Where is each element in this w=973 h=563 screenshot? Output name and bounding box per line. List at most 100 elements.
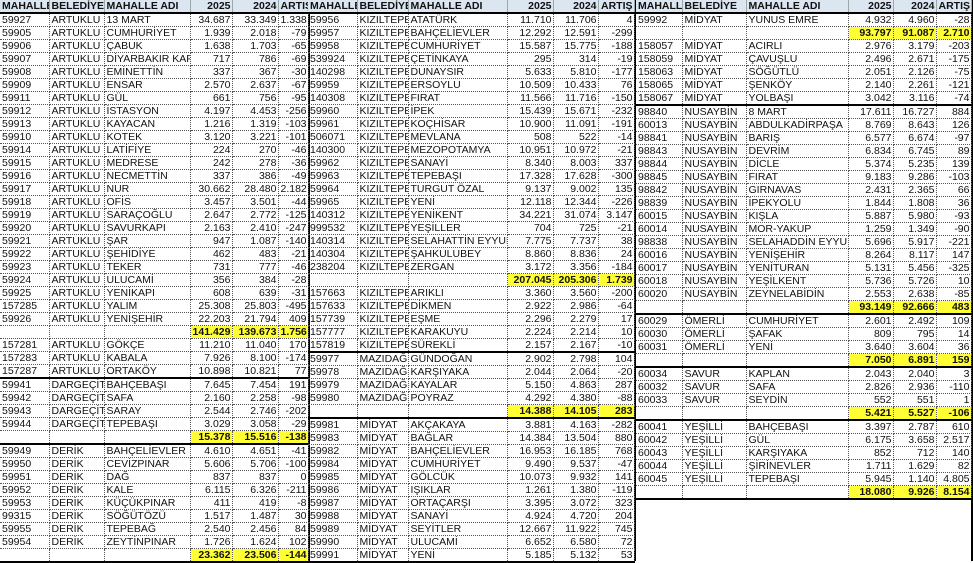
- cell-pop-2024[interactable]: 786: [232, 52, 279, 66]
- cell-mahalle-code[interactable]: 60034: [636, 367, 683, 381]
- cell-mahalle-adi[interactable]: YEŞİLLER: [408, 221, 508, 235]
- cell-belediye[interactable]: ARTUKLU: [49, 91, 105, 105]
- cell-belediye[interactable]: MİDYAT: [357, 483, 409, 497]
- cell-pop-2024[interactable]: 4.960: [893, 13, 937, 27]
- cell-artis[interactable]: -21: [278, 247, 309, 261]
- column-header-mahalle-adi[interactable]: MAHALLE ADI: [746, 0, 849, 14]
- cell-mahalle-code[interactable]: 59917: [0, 182, 50, 196]
- cell-belediye[interactable]: ARTUKLU: [49, 26, 105, 40]
- cell-belediye[interactable]: DERİK: [49, 522, 105, 536]
- cell-pop-2025[interactable]: 23.362: [190, 548, 233, 563]
- cell-pop-2025[interactable]: 12.118: [507, 195, 554, 209]
- cell-artis[interactable]: -10: [598, 338, 635, 353]
- cell-pop-2025[interactable]: 2.902: [507, 352, 554, 366]
- cell-pop-2024[interactable]: 1.380: [553, 483, 599, 497]
- cell-mahalle-adi[interactable]: SAFA: [104, 391, 191, 405]
- cell-mahalle-adi[interactable]: [746, 353, 849, 368]
- cell-artis[interactable]: -41: [278, 444, 309, 458]
- cell-artis[interactable]: 610: [936, 420, 972, 434]
- cell-belediye[interactable]: MİDYAT: [357, 522, 409, 536]
- cell-pop-2024[interactable]: 11.040: [232, 338, 279, 352]
- cell-belediye[interactable]: NUSAYBİN: [682, 196, 747, 210]
- cell-mahalle-adi[interactable]: KIŞLA: [746, 209, 849, 223]
- cell-mahalle-adi[interactable]: 8 MART: [746, 105, 849, 119]
- cell-pop-2025[interactable]: 7.050: [848, 353, 894, 368]
- cell-belediye[interactable]: ARTUKLU: [49, 286, 105, 300]
- cell-pop-2024[interactable]: 2.214: [553, 325, 599, 339]
- cell-belediye[interactable]: YEŞİLLİ: [682, 433, 747, 447]
- cell-mahalle-code[interactable]: 59983: [308, 431, 358, 445]
- cell-mahalle-code[interactable]: [0, 325, 50, 339]
- cell-pop-2024[interactable]: 2.126: [893, 65, 937, 79]
- cell-pop-2024[interactable]: 2.456: [232, 522, 279, 536]
- cell-artis[interactable]: -8: [278, 496, 309, 510]
- cell-pop-2025[interactable]: 11.210: [190, 338, 233, 352]
- cell-pop-2024[interactable]: 5.917: [893, 235, 937, 249]
- column-header-belediye[interactable]: BELEDİYE: [357, 0, 409, 14]
- cell-artis[interactable]: 24: [598, 247, 635, 261]
- cell-mahalle-code[interactable]: 59911: [0, 91, 50, 105]
- cell-mahalle-adi[interactable]: AKÇAKAYA: [408, 418, 508, 432]
- cell-belediye[interactable]: NUSAYBİN: [682, 105, 747, 119]
- cell-pop-2025[interactable]: 2.224: [507, 325, 554, 339]
- cell-pop-2025[interactable]: 3.029: [190, 417, 233, 431]
- cell-belediye[interactable]: SAVUR: [682, 367, 747, 381]
- cell-pop-2025[interactable]: 6.652: [507, 535, 554, 549]
- cell-pop-2024[interactable]: 6.891: [893, 353, 937, 368]
- cell-mahalle-adi[interactable]: MOR-YAKUP: [746, 222, 849, 236]
- cell-pop-2025[interactable]: 2.140: [848, 78, 894, 92]
- cell-pop-2024[interactable]: 23.506: [232, 548, 279, 563]
- cell-artis[interactable]: -100: [278, 457, 309, 471]
- cell-artis[interactable]: -174: [278, 351, 309, 365]
- cell-mahalle-code[interactable]: 60045: [636, 472, 683, 486]
- cell-pop-2024[interactable]: 11.922: [553, 522, 599, 536]
- cell-pop-2024[interactable]: 777: [232, 260, 279, 274]
- cell-pop-2025[interactable]: 10.509: [507, 78, 554, 92]
- cell-mahalle-adi[interactable]: ABDULKADİRPAŞA: [746, 118, 849, 132]
- cell-mahalle-adi[interactable]: SANAYİ: [408, 509, 508, 523]
- cell-pop-2024[interactable]: 3.072: [553, 496, 599, 510]
- cell-belediye[interactable]: [357, 404, 409, 419]
- cell-artis[interactable]: 2.182: [278, 182, 309, 196]
- cell-mahalle-code[interactable]: 158059: [636, 52, 683, 66]
- cell-pop-2024[interactable]: 12.591: [553, 26, 599, 40]
- cell-mahalle-adi[interactable]: ÇAVUŞLU: [746, 52, 849, 66]
- cell-pop-2025[interactable]: 5.421: [848, 406, 894, 421]
- cell-mahalle-code[interactable]: 99315: [0, 509, 50, 523]
- cell-pop-2024[interactable]: 1.487: [232, 509, 279, 523]
- cell-mahalle-code[interactable]: 60015: [636, 209, 683, 223]
- cell-belediye[interactable]: DARGEÇİT: [49, 378, 105, 392]
- cell-mahalle-code[interactable]: 59915: [0, 156, 50, 170]
- cell-mahalle-code[interactable]: 59949: [0, 444, 50, 458]
- cell-pop-2025[interactable]: 93.149: [848, 300, 894, 315]
- cell-mahalle-adi[interactable]: ŞAFAK: [746, 327, 849, 341]
- cell-pop-2024[interactable]: 8.003: [553, 156, 599, 170]
- cell-mahalle-code[interactable]: 98842: [636, 183, 683, 197]
- cell-mahalle-code[interactable]: 59926: [0, 312, 50, 326]
- cell-pop-2024[interactable]: 2.365: [893, 183, 937, 197]
- cell-mahalle-code[interactable]: 59986: [308, 483, 358, 497]
- cell-belediye[interactable]: KIZILTEPE: [357, 117, 409, 131]
- cell-pop-2024[interactable]: 11.716: [553, 91, 599, 105]
- cell-belediye[interactable]: KIZILTEPE: [357, 221, 409, 235]
- cell-pop-2024[interactable]: 91.087: [893, 26, 937, 40]
- cell-belediye[interactable]: MAZIDAĞI: [357, 352, 409, 366]
- cell-mahalle-code[interactable]: 59920: [0, 221, 50, 235]
- cell-belediye[interactable]: KIZILTEPE: [357, 130, 409, 144]
- cell-mahalle-adi[interactable]: OFİS: [104, 195, 191, 209]
- cell-pop-2024[interactable]: 21.794: [232, 312, 279, 326]
- cell-mahalle-adi[interactable]: TEPEBAĞ: [104, 522, 191, 536]
- cell-pop-2024[interactable]: 1.087: [232, 234, 279, 248]
- cell-belediye[interactable]: DERİK: [49, 535, 105, 549]
- cell-pop-2024[interactable]: 10.972: [553, 143, 599, 157]
- cell-mahalle-code[interactable]: 157633: [308, 299, 358, 313]
- cell-belediye[interactable]: SAVUR: [682, 380, 747, 394]
- cell-belediye[interactable]: [49, 430, 105, 445]
- cell-pop-2024[interactable]: 9.002: [553, 182, 599, 196]
- cell-mahalle-code[interactable]: 59989: [308, 522, 358, 536]
- cell-belediye[interactable]: ARTUKLU: [49, 169, 105, 183]
- column-header-pop-2025[interactable]: 2025: [507, 0, 554, 14]
- cell-belediye[interactable]: KIZILTEPE: [357, 325, 409, 339]
- cell-pop-2025[interactable]: 731: [190, 260, 233, 274]
- cell-belediye[interactable]: NUSAYBİN: [682, 248, 747, 262]
